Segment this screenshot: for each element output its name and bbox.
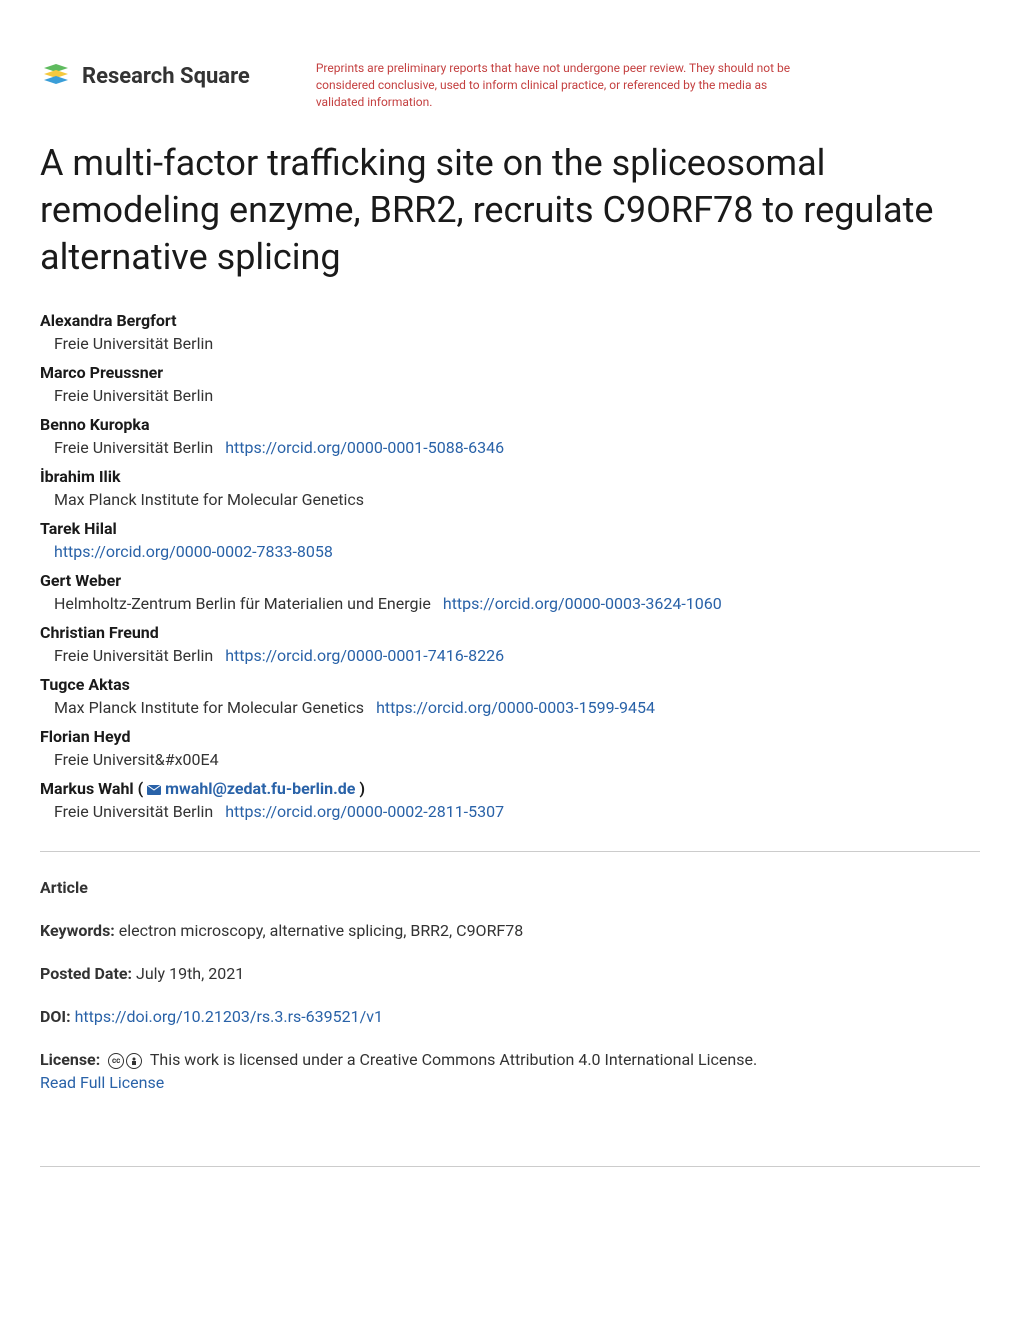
authors-section: Alexandra Bergfort Freie Universität Berl… — [40, 311, 980, 821]
doi-row: DOI: https://doi.org/10.21203/rs.3.rs-63… — [40, 1007, 980, 1026]
research-square-logo-icon — [40, 60, 72, 92]
section-divider — [40, 851, 980, 852]
header-row: Research Square Preprints are preliminar… — [40, 60, 980, 110]
author-affiliation: Freie Universität Berlin https://orcid.or… — [40, 646, 980, 665]
orcid-link[interactable]: https://orcid.org/0000-0001-5088-6346 — [225, 438, 504, 457]
affiliation-text: Max Planck Institute for Molecular Genet… — [54, 490, 364, 509]
author-name: Alexandra Bergfort — [40, 311, 980, 330]
bottom-divider — [40, 1166, 980, 1167]
author-block: Alexandra Bergfort Freie Universität Berl… — [40, 311, 980, 353]
author-name: Gert Weber — [40, 571, 980, 590]
author-block: İbrahim Ilik Max Planck Institute for Mol… — [40, 467, 980, 509]
doi-link[interactable]: https://doi.org/10.21203/rs.3.rs-639521/… — [75, 1007, 383, 1026]
author-block: Tarek Hilal https://orcid.org/0000-0002-7… — [40, 519, 980, 561]
article-title: A multi-factor trafficking site on the s… — [40, 140, 980, 280]
author-block: Christian Freund Freie Universität Berlin… — [40, 623, 980, 665]
envelope-icon — [147, 785, 161, 795]
email-link[interactable]: mwahl@zedat.fu-berlin.de — [165, 779, 355, 798]
license-text: This work is licensed under a Creative C… — [150, 1050, 757, 1069]
author-affiliation: Freie Universität Berlin — [40, 334, 980, 353]
author-name: Florian Heyd — [40, 727, 980, 746]
author-affiliation: Freie Universität Berlin — [40, 386, 980, 405]
posted-date-row: Posted Date: July 19th, 2021 — [40, 964, 980, 983]
author-name: Marco Preussner — [40, 363, 980, 382]
corresponding-email: ( mwahl@zedat.fu-berlin.de ) — [134, 779, 365, 798]
affiliation-text: Max Planck Institute for Molecular Genet… — [54, 698, 364, 717]
author-name: Markus Wahl ( mwahl@zedat.fu-berlin.de ) — [40, 779, 980, 798]
orcid-link[interactable]: https://orcid.org/0000-0001-7416-8226 — [225, 646, 504, 665]
cc-icons: cc — [108, 1053, 142, 1069]
affiliation-text: Freie Universität Berlin — [54, 802, 213, 821]
author-name: Christian Freund — [40, 623, 980, 642]
affiliation-text: Freie Universität Berlin — [54, 386, 213, 405]
author-affiliation: Freie Universit&#x00E4 — [40, 750, 980, 769]
preprint-disclaimer: Preprints are preliminary reports that h… — [316, 60, 816, 110]
affiliation-text: Freie Universität Berlin — [54, 334, 213, 353]
affiliation-text: Helmholtz-Zentrum Berlin für Materialien… — [54, 594, 431, 613]
meta-section: Article Keywords: electron microscopy, a… — [40, 878, 980, 1136]
author-affiliation: Freie Universität Berlin https://orcid.or… — [40, 438, 980, 457]
affiliation-text: Freie Universität Berlin — [54, 646, 213, 665]
author-block: Gert Weber Helmholtz-Zentrum Berlin für M… — [40, 571, 980, 613]
author-block: Florian Heyd Freie Universit&#x00E4 — [40, 727, 980, 769]
author-affiliation: Freie Universität Berlin https://orcid.or… — [40, 802, 980, 821]
license-row: License: cc This work is licensed under … — [40, 1050, 980, 1092]
author-name: İbrahim Ilik — [40, 467, 980, 486]
read-license-link[interactable]: Read Full License — [40, 1073, 980, 1092]
author-affiliation: Helmholtz-Zentrum Berlin für Materialien… — [40, 594, 980, 613]
author-affiliation: https://orcid.org/0000-0002-7833-8058 — [40, 542, 980, 561]
author-affiliation: Max Planck Institute for Molecular Genet… — [40, 490, 980, 509]
author-name: Tugce Aktas — [40, 675, 980, 694]
author-block: Markus Wahl ( mwahl@zedat.fu-berlin.de )… — [40, 779, 980, 821]
orcid-link[interactable]: https://orcid.org/0000-0002-2811-5307 — [225, 802, 504, 821]
orcid-link[interactable]: https://orcid.org/0000-0003-1599-9454 — [376, 698, 655, 717]
keywords-value: electron microscopy, alternative splicin… — [119, 921, 523, 940]
article-type: Article — [40, 878, 980, 897]
author-block: Tugce Aktas Max Planck Institute for Mole… — [40, 675, 980, 717]
author-affiliation: Max Planck Institute for Molecular Genet… — [40, 698, 980, 717]
keywords-row: Keywords: electron microscopy, alternati… — [40, 921, 980, 940]
posted-date-value: July 19th, 2021 — [136, 964, 244, 983]
logo-text: Research Square — [82, 64, 250, 89]
author-block: Benno Kuropka Freie Universität Berlin htt… — [40, 415, 980, 457]
author-name: Benno Kuropka — [40, 415, 980, 434]
orcid-link[interactable]: https://orcid.org/0000-0002-7833-8058 — [54, 542, 333, 561]
logo-container: Research Square — [40, 60, 250, 92]
orcid-link[interactable]: https://orcid.org/0000-0003-3624-1060 — [443, 594, 722, 613]
author-name: Tarek Hilal — [40, 519, 980, 538]
cc-by-icon — [126, 1053, 142, 1069]
affiliation-text: Freie Universit&#x00E4 — [54, 750, 219, 769]
cc-icon: cc — [108, 1053, 124, 1069]
affiliation-text: Freie Universität Berlin — [54, 438, 213, 457]
author-block: Marco Preussner Freie Universität Berlin — [40, 363, 980, 405]
